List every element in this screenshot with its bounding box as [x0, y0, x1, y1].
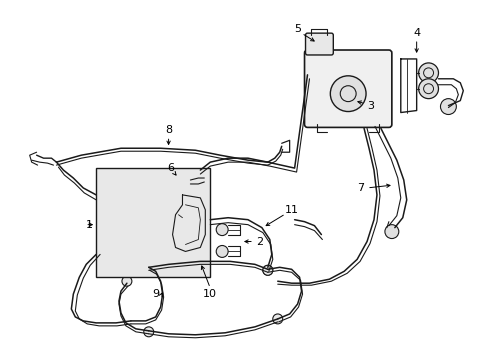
Text: 11: 11 [284, 205, 298, 215]
Text: 6: 6 [167, 163, 174, 173]
Circle shape [143, 327, 153, 337]
Text: 7: 7 [357, 183, 364, 193]
Text: 10: 10 [203, 289, 217, 299]
FancyBboxPatch shape [305, 33, 333, 55]
Circle shape [272, 314, 282, 324]
Text: 4: 4 [412, 28, 419, 38]
Text: 8: 8 [164, 125, 172, 135]
Circle shape [174, 174, 190, 190]
Text: 5: 5 [293, 24, 301, 34]
Circle shape [144, 220, 153, 229]
Circle shape [216, 246, 228, 257]
Circle shape [384, 225, 398, 239]
Circle shape [111, 187, 186, 262]
Circle shape [263, 265, 272, 275]
Text: 9: 9 [152, 289, 159, 299]
Text: 1: 1 [85, 220, 93, 230]
Text: 2: 2 [256, 237, 263, 247]
Circle shape [440, 99, 455, 114]
Bar [96, 168, 210, 277]
FancyBboxPatch shape [304, 50, 391, 127]
Circle shape [122, 276, 132, 286]
Text: 3: 3 [367, 100, 374, 111]
Circle shape [330, 76, 366, 112]
Circle shape [263, 265, 272, 275]
Circle shape [418, 79, 438, 99]
Circle shape [418, 63, 438, 83]
Circle shape [143, 262, 153, 272]
Circle shape [216, 224, 228, 235]
